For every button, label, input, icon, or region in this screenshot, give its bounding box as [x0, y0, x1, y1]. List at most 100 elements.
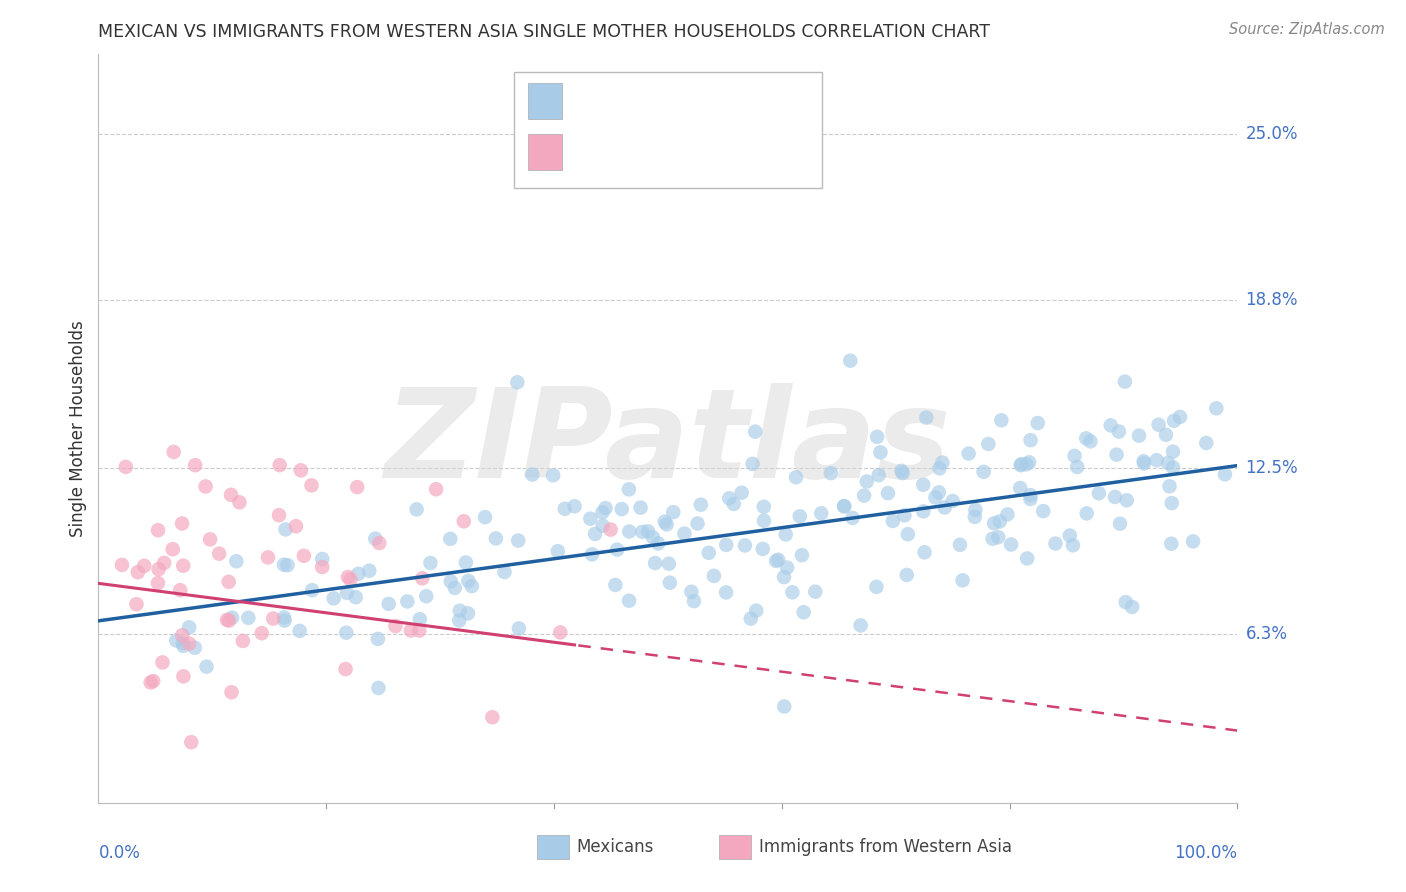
Point	[162, 542, 184, 557]
Point	[741, 457, 763, 471]
Point	[1010, 457, 1032, 471]
Point	[439, 532, 461, 546]
Point	[344, 590, 367, 604]
Point	[146, 576, 169, 591]
Point	[977, 437, 1000, 451]
FancyBboxPatch shape	[515, 72, 821, 188]
Point	[219, 488, 242, 502]
Point	[734, 538, 756, 552]
Point	[208, 547, 231, 561]
FancyBboxPatch shape	[537, 835, 569, 859]
Point	[139, 675, 162, 690]
Point	[1019, 433, 1042, 447]
Point	[673, 526, 696, 541]
Point	[508, 622, 530, 636]
Point	[1182, 534, 1205, 549]
Text: 18.8%: 18.8%	[1246, 291, 1298, 309]
Point	[740, 612, 762, 626]
Point	[194, 479, 217, 493]
Point	[963, 509, 986, 524]
Point	[474, 510, 496, 524]
Point	[983, 516, 1005, 531]
Point	[339, 573, 361, 587]
Point	[1161, 460, 1184, 475]
Point	[1010, 481, 1032, 495]
Point	[1161, 444, 1184, 458]
Point	[1160, 537, 1182, 551]
Point	[592, 518, 614, 533]
Point	[367, 681, 389, 695]
Point	[262, 611, 284, 625]
Point	[1159, 479, 1181, 493]
Point	[172, 558, 194, 573]
Point	[267, 508, 290, 523]
Point	[508, 533, 530, 548]
Point	[752, 514, 775, 528]
Point	[1104, 490, 1126, 504]
Point	[744, 425, 766, 439]
Point	[311, 552, 333, 566]
Point	[169, 583, 191, 598]
Point	[1088, 486, 1111, 500]
Point	[592, 505, 614, 519]
Point	[1026, 416, 1049, 430]
Point	[367, 632, 389, 646]
Point	[658, 557, 681, 571]
Point	[146, 523, 169, 537]
Point	[988, 515, 1011, 529]
Point	[454, 556, 477, 570]
Point	[179, 620, 201, 634]
Point	[1109, 516, 1132, 531]
Point	[866, 430, 889, 444]
Point	[1205, 401, 1227, 416]
Point	[647, 536, 669, 550]
Text: 25.0%: 25.0%	[1246, 125, 1298, 143]
Point	[125, 597, 148, 611]
Point	[221, 611, 243, 625]
Point	[606, 542, 628, 557]
Point	[832, 500, 855, 514]
Point	[335, 625, 357, 640]
Point	[1115, 595, 1137, 609]
Point	[1213, 467, 1236, 482]
Point	[987, 530, 1010, 544]
Point	[347, 566, 370, 581]
Point	[804, 584, 827, 599]
Point	[453, 514, 475, 528]
Point	[782, 585, 804, 599]
Point	[689, 498, 711, 512]
Point	[163, 445, 186, 459]
Point	[1099, 418, 1122, 433]
Point	[218, 614, 240, 628]
Point	[238, 611, 260, 625]
Point	[179, 637, 201, 651]
Point	[142, 674, 165, 689]
Point	[928, 461, 950, 475]
Point	[111, 558, 134, 572]
Point	[915, 410, 938, 425]
Point	[1160, 496, 1182, 510]
Point	[368, 536, 391, 550]
Point	[522, 467, 544, 482]
Point	[277, 558, 299, 573]
Point	[868, 468, 890, 483]
Point	[973, 465, 995, 479]
Point	[461, 579, 484, 593]
Point	[965, 503, 987, 517]
Point	[506, 376, 529, 390]
Point	[869, 445, 891, 459]
Point	[215, 613, 238, 627]
Point	[172, 636, 194, 650]
Point	[716, 538, 738, 552]
Point	[912, 477, 935, 491]
Point	[419, 556, 441, 570]
Point	[273, 610, 295, 624]
Point	[1063, 449, 1085, 463]
Point	[681, 584, 703, 599]
Point	[928, 485, 950, 500]
Point	[957, 446, 980, 460]
Point	[703, 569, 725, 583]
FancyBboxPatch shape	[527, 134, 562, 169]
Point	[1010, 458, 1032, 473]
Text: 12.5%: 12.5%	[1246, 459, 1298, 477]
